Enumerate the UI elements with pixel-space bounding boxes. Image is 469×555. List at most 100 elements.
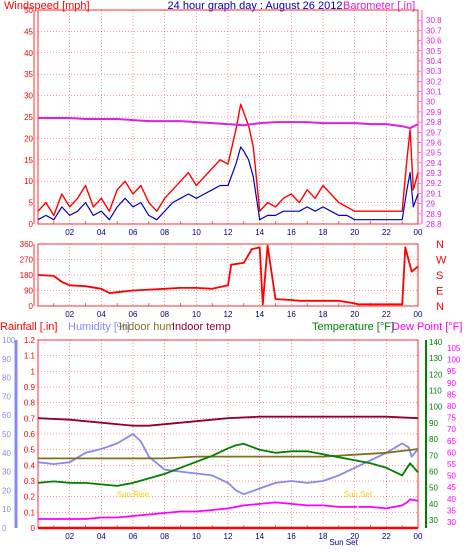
x-tick-label: 18: [319, 310, 328, 319]
wind-tick-label: 20: [24, 134, 33, 143]
humidity-tick-label: 40: [2, 449, 11, 458]
dewpoint-tick-label: 90: [429, 419, 438, 428]
x-tick-label: 12: [224, 532, 233, 541]
baro-tick-label: 30: [426, 98, 435, 107]
indoor-temp-line: [37, 415, 419, 427]
x-tick-label: 04: [97, 532, 106, 541]
humidity-tick-label: 0: [2, 524, 7, 533]
x-tick-label: 10: [192, 532, 201, 541]
humidity-tick-label: 20: [2, 486, 11, 495]
rain-tick-label: 0: [31, 524, 36, 533]
temperature-tick-label: 30: [447, 518, 456, 527]
x-tick-label: 06: [129, 228, 138, 237]
temperature-tick-label: 80: [447, 402, 456, 411]
wind-tick-label: 10: [24, 177, 33, 186]
temperature-tick-label: 65: [447, 437, 456, 446]
humidity-tick-label: 10: [2, 505, 11, 514]
x-tick-label: 08: [160, 228, 169, 237]
rain-tick-label: 0.5: [24, 446, 36, 455]
x-tick-label: 22: [382, 228, 391, 237]
baro-tick-label: 30.1: [426, 88, 442, 97]
baro-tick-label: 30.2: [426, 77, 442, 86]
x-tick-label: 14: [255, 310, 264, 319]
wind-tick-label: 35: [24, 70, 33, 79]
rain-tick-label: 0.8: [24, 399, 36, 408]
rain-tick-label: 0.4: [24, 461, 36, 470]
direction-tick-label: 360: [20, 240, 34, 249]
temperature-tick-label: 45: [447, 483, 456, 492]
baro-tick-label: 29.5: [426, 149, 442, 158]
x-tick-label: 08: [160, 532, 169, 541]
temperature-tick-label: 105: [447, 344, 461, 353]
dewpoint-tick-label: 130: [429, 354, 443, 363]
dewpoint-tick-label: 40: [429, 500, 438, 509]
compass-label: N: [436, 301, 444, 313]
rain-tick-label: 0.3: [24, 477, 36, 486]
x-tick-label: 00: [414, 532, 423, 541]
indoor-temp-title: Indoor temp: [172, 321, 231, 333]
humidity-tick-label: 80: [2, 374, 11, 383]
compass-label: N: [436, 239, 444, 251]
wind-direction-line: [37, 244, 419, 306]
temperature-tick-label: 95: [447, 367, 456, 376]
rain-tick-label: 0.2: [24, 493, 36, 502]
sun-annotation: Sun Set: [329, 538, 358, 547]
x-tick-label: 06: [129, 310, 138, 319]
dewpoint-line: [38, 498, 419, 520]
baro-tick-label: 29.3: [426, 169, 442, 178]
x-tick-label: 04: [97, 310, 106, 319]
compass-label: E: [436, 286, 443, 298]
wind-tick-label: 30: [24, 92, 33, 101]
dewpoint-tick-label: 50: [429, 484, 438, 493]
humidity-line: [37, 433, 419, 496]
temperature-tick-label: 70: [447, 425, 456, 434]
wind-tick-label: 5: [29, 199, 34, 208]
x-tick-label: 20: [350, 310, 359, 319]
humidity-tick-label: 70: [2, 392, 11, 401]
x-tick-label: 02: [65, 532, 74, 541]
indoor-hum-line: [38, 448, 419, 460]
x-tick-label: 12: [224, 228, 233, 237]
baro-tick-label: 30.4: [426, 57, 442, 66]
rain-tick-label: 0.7: [24, 414, 36, 423]
x-tick-label: 14: [255, 532, 264, 541]
wind-tick-label: 25: [24, 113, 33, 122]
baro-tick-label: 29.7: [426, 128, 442, 137]
x-tick-label: 02: [65, 228, 74, 237]
humidity-axis-title: Humidity [%]: [68, 321, 130, 333]
baro-tick-label: 30.3: [426, 67, 442, 76]
wind-tick-label: 15: [24, 156, 33, 165]
x-tick-label: 04: [97, 228, 106, 237]
dewpoint-tick-label: 60: [429, 467, 438, 476]
wind-tick-label: 45: [24, 27, 33, 36]
baro-tick-label: 29: [426, 200, 435, 209]
x-tick-label: 00: [414, 228, 423, 237]
temperature-tick-label: 75: [447, 414, 456, 423]
wind-tick-label: 0: [29, 220, 34, 229]
x-tick-label: 08: [160, 310, 169, 319]
temperature-line: [37, 442, 419, 487]
baro-tick-label: 29.8: [426, 118, 442, 127]
dewpoint-tick-label: 140: [429, 338, 443, 347]
temperature-axis-title: Temperature [°F]: [312, 321, 394, 333]
compass-label: W: [436, 255, 447, 267]
x-tick-label: 22: [382, 532, 391, 541]
series-layer: [37, 103, 419, 530]
x-tick-label: 14: [255, 228, 264, 237]
x-tick-label: 18: [319, 532, 328, 541]
x-tick-label: 16: [287, 228, 296, 237]
dewpoint-tick-label: 100: [429, 403, 443, 412]
baro-tick-label: 30.8: [426, 16, 442, 25]
baro-tick-label: 29.4: [426, 159, 442, 168]
humidity-tick-label: 90: [2, 355, 11, 364]
wind-gust-line: [37, 103, 419, 217]
barometer-line: [38, 117, 419, 130]
temperature-tick-label: 40: [447, 495, 456, 504]
humidity-tick-label: 100: [2, 336, 16, 345]
x-tick-label: 18: [319, 228, 328, 237]
x-tick-label: 10: [192, 228, 201, 237]
temperature-tick-label: 90: [447, 379, 456, 388]
indoor-hum-title: Indoor hum: [119, 321, 175, 333]
